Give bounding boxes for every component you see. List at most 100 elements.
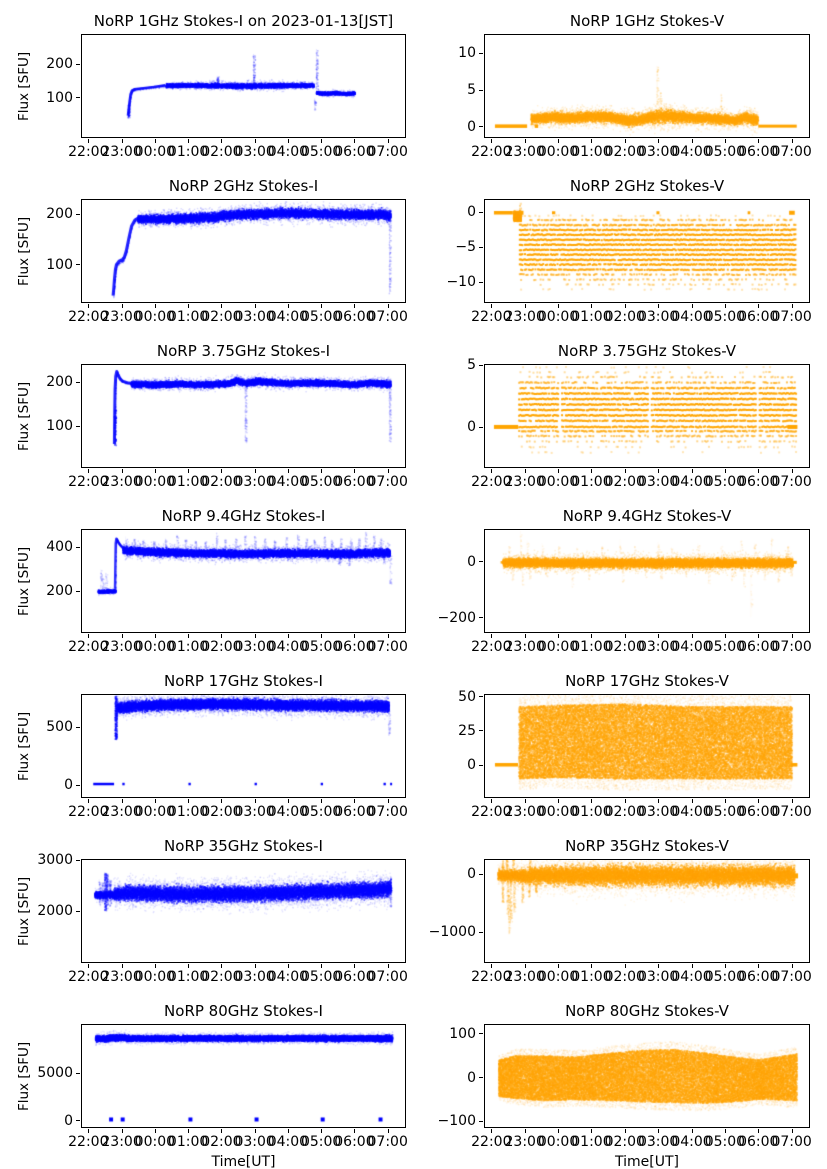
x-tick-label: 03:00	[234, 144, 275, 160]
x-tick-mark	[154, 964, 156, 968]
x-tick-label: 05:00	[704, 639, 746, 655]
plot-axes-norp-2ghz-stokes-i	[81, 199, 406, 303]
x-tick-label: 22:00	[471, 309, 512, 325]
x-tick-mark	[691, 1129, 693, 1133]
x-tick-mark	[354, 469, 356, 473]
y-tick-mark	[479, 617, 483, 619]
x-tick-label: 22:00	[68, 144, 109, 160]
x-tick-label: 04:00	[671, 144, 712, 160]
x-tick-mark	[321, 469, 323, 473]
y-tick-mark	[76, 726, 80, 728]
x-tick-mark	[287, 1129, 289, 1133]
y-tick-label: 5000	[37, 1065, 73, 1082]
x-tick-label: 06:00	[334, 969, 375, 985]
x-tick-label: 03:00	[234, 639, 275, 655]
x-tick-mark	[524, 1129, 526, 1133]
x-tick-mark	[287, 799, 289, 803]
x-tick-label: 00:00	[134, 804, 176, 820]
y-axis-label: Flux [SFU]	[16, 51, 32, 121]
x-tick-mark	[387, 1129, 389, 1133]
x-tick-mark	[491, 634, 493, 638]
x-tick-label: 05:00	[300, 639, 342, 655]
x-tick-label: 07:00	[367, 474, 408, 490]
x-tick-mark	[624, 634, 626, 638]
x-tick-label: 04:00	[267, 1134, 309, 1150]
plot-title: NoRP 35GHz Stokes-I	[164, 837, 323, 855]
x-tick-label: 23:00	[504, 144, 545, 160]
x-tick-label: 05:00	[300, 144, 342, 160]
x-tick-label: 23:00	[504, 474, 545, 490]
x-tick-mark	[758, 634, 760, 638]
y-tick-label: −1000	[428, 924, 476, 941]
x-tick-mark	[791, 469, 793, 473]
y-tick-label: 500	[46, 719, 73, 736]
x-tick-label: 01:00	[167, 639, 209, 655]
x-tick-mark	[558, 469, 560, 473]
y-tick-mark	[76, 381, 80, 383]
plot-canvas-norp-1ghz-stokes-v	[485, 35, 809, 137]
x-tick-mark	[491, 1129, 493, 1133]
x-tick-mark	[221, 304, 223, 308]
plot-canvas-norp-1ghz-stokes-i	[82, 35, 405, 137]
y-tick-mark	[479, 696, 483, 698]
x-tick-label: 04:00	[671, 969, 712, 985]
x-tick-mark	[691, 964, 693, 968]
x-tick-label: 03:00	[234, 1134, 275, 1150]
plot-axes-norp-9.4ghz-stokes-i	[81, 529, 406, 633]
x-tick-label: 22:00	[68, 309, 109, 325]
x-tick-label: 07:00	[367, 309, 408, 325]
plot-axes-norp-17ghz-stokes-i	[81, 694, 406, 798]
x-tick-mark	[254, 634, 256, 638]
x-tick-mark	[491, 304, 493, 308]
x-tick-label: 00:00	[537, 309, 579, 325]
x-tick-mark	[321, 1129, 323, 1133]
x-tick-label: 22:00	[68, 804, 109, 820]
x-tick-mark	[321, 799, 323, 803]
y-tick-mark	[76, 63, 80, 65]
y-tick-label: 100	[449, 1025, 476, 1042]
x-tick-mark	[524, 469, 526, 473]
x-tick-label: 01:00	[571, 804, 612, 820]
x-tick-label: 05:00	[300, 804, 342, 820]
x-tick-mark	[758, 139, 760, 143]
y-tick-label: 5	[467, 82, 476, 99]
x-tick-label: 23:00	[101, 474, 142, 490]
x-tick-mark	[558, 799, 560, 803]
y-tick-mark	[76, 910, 80, 912]
x-tick-label: 22:00	[68, 969, 109, 985]
x-tick-mark	[121, 964, 123, 968]
x-tick-label: 04:00	[267, 144, 309, 160]
x-tick-label: 06:00	[738, 969, 779, 985]
x-tick-label: 23:00	[101, 639, 142, 655]
x-tick-mark	[558, 634, 560, 638]
x-tick-mark	[88, 1129, 90, 1133]
x-tick-mark	[691, 139, 693, 143]
x-tick-mark	[524, 634, 526, 638]
y-tick-mark	[479, 1033, 483, 1035]
x-tick-mark	[88, 304, 90, 308]
y-tick-mark	[76, 590, 80, 592]
x-tick-mark	[254, 799, 256, 803]
y-tick-label: 2000	[37, 903, 73, 919]
x-tick-mark	[221, 139, 223, 143]
x-tick-mark	[624, 1129, 626, 1133]
y-tick-label: 0	[467, 757, 476, 774]
y-tick-mark	[76, 1120, 80, 1122]
y-tick-label: 100	[46, 89, 73, 106]
x-tick-label: 04:00	[671, 1134, 712, 1150]
x-tick-mark	[354, 139, 356, 143]
y-tick-mark	[76, 97, 80, 99]
y-tick-label: −200	[437, 609, 476, 626]
x-tick-label: 01:00	[167, 1134, 209, 1150]
x-tick-label: 03:00	[234, 804, 275, 820]
x-tick-label: 05:00	[704, 309, 746, 325]
x-tick-mark	[724, 964, 726, 968]
x-tick-label: 06:00	[334, 1134, 375, 1150]
x-tick-label: 23:00	[101, 309, 142, 325]
y-tick-label: 0	[64, 777, 73, 793]
x-tick-label: 22:00	[471, 474, 512, 490]
x-tick-mark	[254, 964, 256, 968]
x-tick-mark	[354, 799, 356, 803]
x-tick-mark	[387, 139, 389, 143]
